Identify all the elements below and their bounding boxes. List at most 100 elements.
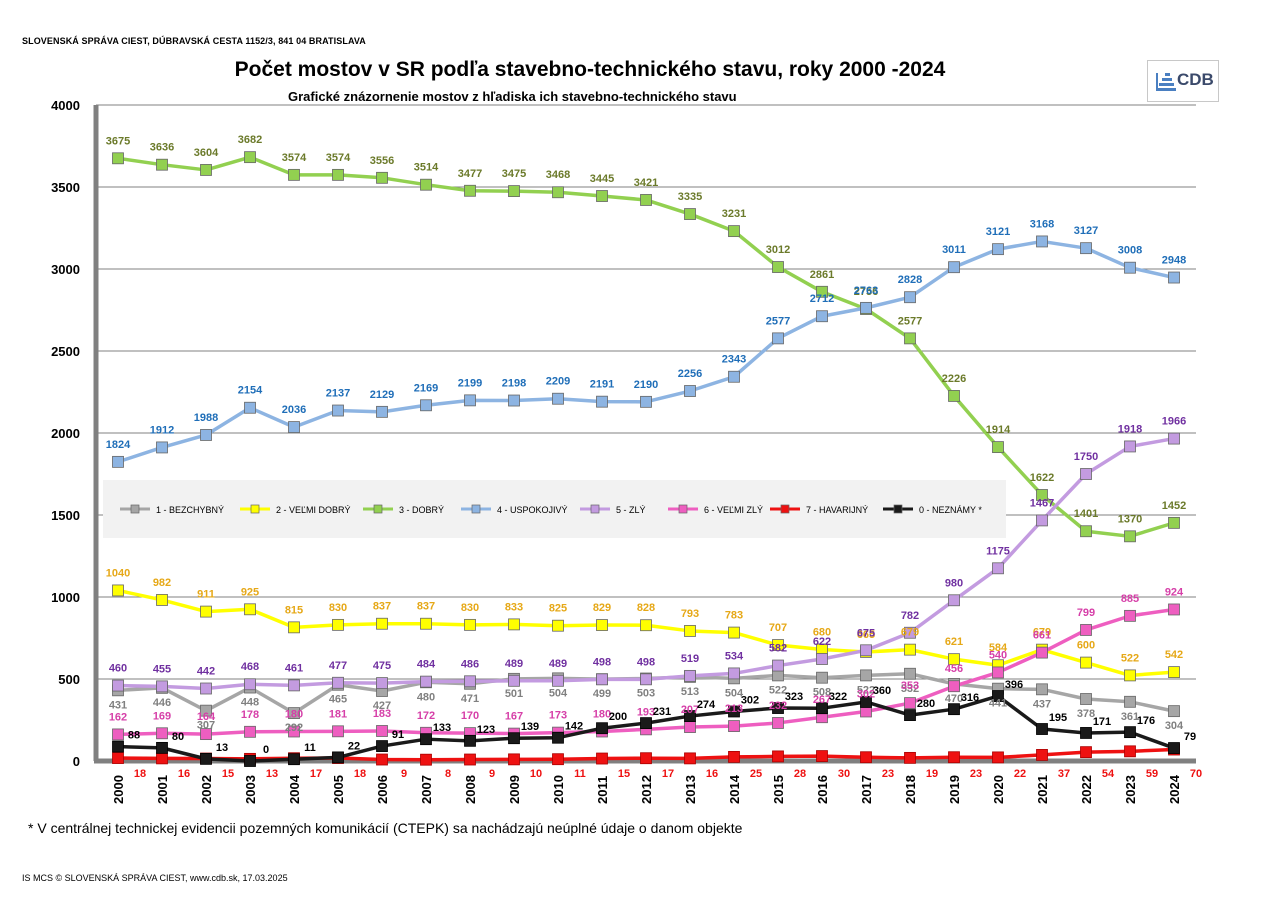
data-point-s3-2023: [1124, 530, 1136, 543]
data-label-s7-2006: 9: [401, 768, 407, 780]
data-label-s6-2019: 456: [945, 663, 963, 675]
data-point-s3-2010: [552, 186, 564, 199]
data-label-s5-2000: 460: [109, 663, 127, 675]
data-point-s8-2014: [728, 705, 740, 718]
data-label-s6-2009: 167: [505, 711, 523, 723]
data-label-s2-2002: 911: [197, 589, 215, 601]
data-label-s8-2011: 200: [609, 711, 627, 723]
data-point-s2-2018: [904, 643, 916, 656]
data-label-s2-2007: 837: [417, 601, 435, 613]
data-point-s1-2017: [860, 669, 872, 682]
data-label-s1-2021: 437: [1033, 698, 1051, 710]
data-label-s5-2012: 498: [637, 656, 655, 668]
data-point-s6-2019: [948, 680, 960, 693]
data-label-s8-2006: 91: [392, 729, 404, 741]
data-label-s4-2010: 2209: [546, 376, 570, 388]
data-point-s7-2021: [1036, 749, 1048, 761]
data-label-s6-2012: 193: [637, 706, 655, 718]
data-point-s7-2011: [596, 752, 608, 765]
data-label-s5-2015: 582: [769, 643, 787, 655]
data-label-s5-2002: 442: [197, 666, 215, 678]
data-point-s5-2006: [376, 677, 388, 689]
data-point-s8-2013: [684, 710, 696, 722]
data-label-s7-2023: 59: [1146, 768, 1158, 780]
data-label-s5-2006: 475: [373, 660, 391, 672]
data-point-s6-2004: [288, 725, 300, 738]
data-point-s2-2015: [772, 639, 784, 651]
x-tick-label-2005: 2005: [331, 775, 346, 804]
data-point-s5-2003: [244, 678, 256, 691]
data-label-s7-2018: 19: [926, 768, 938, 780]
legend-marker-2: [250, 504, 260, 514]
data-label-s3-2004: 3574: [282, 152, 307, 164]
data-label-s1-2022: 378: [1077, 708, 1095, 720]
data-label-s6-2020: 540: [989, 649, 1007, 661]
footnote: * V centrálnej technickej evidencii poze…: [28, 820, 743, 836]
data-label-s2-2013: 793: [681, 608, 699, 620]
series-line-4: [117, 239, 1175, 464]
data-label-s1-2012: 503: [637, 688, 655, 700]
data-point-s6-2005: [332, 725, 344, 738]
data-label-s5-2008: 486: [461, 658, 479, 670]
data-point-s5-2021: [1036, 514, 1048, 527]
data-point-s1-2015: [772, 669, 784, 682]
data-label-s1-2018: 532: [901, 683, 919, 695]
data-label-s7-2013: 16: [706, 768, 718, 780]
data-point-s6-2020: [992, 666, 1004, 679]
data-label-s5-2022: 1750: [1074, 451, 1098, 463]
series-line-3: [117, 155, 1175, 539]
data-label-s1-2011: 499: [593, 688, 611, 700]
data-point-s4-2005: [332, 404, 344, 417]
data-label-s8-2012: 231: [653, 706, 671, 718]
data-label-s3-2002: 3604: [194, 147, 219, 159]
data-label-s1-2010: 504: [549, 687, 568, 699]
y-tick-label-2500: 2500: [51, 344, 80, 359]
data-point-s2-2003: [244, 603, 256, 616]
data-label-s7-2002: 15: [222, 768, 234, 780]
legend-marker-7: [780, 504, 790, 514]
data-point-s7-2007: [420, 753, 432, 766]
data-label-s5-2005: 477: [329, 660, 347, 672]
data-label-s8-2023: 176: [1137, 715, 1155, 727]
data-label-s3-2013: 3335: [678, 191, 702, 203]
data-point-s1-2002: [200, 704, 212, 717]
data-label-s8-2019: 316: [961, 692, 979, 704]
data-point-s8-2019: [948, 703, 960, 716]
data-point-s8-2007: [420, 733, 432, 746]
data-point-s7-2023: [1124, 745, 1136, 758]
data-point-s7-2010: [552, 753, 564, 766]
data-label-s8-2020: 396: [1005, 679, 1023, 691]
data-label-s4-2020: 3121: [986, 226, 1010, 238]
data-label-s3-2014: 3231: [722, 208, 746, 220]
x-tick-label-2012: 2012: [639, 775, 654, 804]
data-label-s5-2013: 519: [681, 653, 699, 665]
data-label-s4-2002: 1988: [194, 412, 218, 424]
data-label-s4-2007: 2169: [414, 382, 438, 394]
data-point-s2-2023: [1124, 669, 1136, 682]
data-label-s3-2024: 1452: [1162, 500, 1186, 512]
data-label-s8-2007: 133: [433, 722, 451, 734]
data-label-s1-2024: 304: [1165, 720, 1184, 732]
data-point-s7-2013: [684, 752, 696, 765]
x-tick-label-2006: 2006: [375, 775, 390, 804]
data-point-s4-2016: [816, 310, 828, 323]
data-label-s2-2015: 707: [769, 622, 787, 634]
data-point-s4-2021: [1036, 235, 1048, 248]
data-label-s4-2009: 2198: [502, 378, 526, 390]
data-label-s7-2008: 9: [489, 768, 495, 780]
data-point-s1-2021: [1036, 683, 1048, 696]
data-label-s4-2021: 3168: [1030, 218, 1054, 230]
data-point-s5-2001: [156, 680, 168, 693]
data-label-s1-2023: 361: [1121, 711, 1139, 723]
x-tick-label-2023: 2023: [1123, 775, 1138, 804]
data-label-s4-2006: 2129: [370, 389, 394, 401]
legend-marker-5: [590, 504, 600, 514]
data-point-s6-2024: [1168, 603, 1180, 616]
data-point-s6-2015: [772, 717, 784, 729]
data-point-s4-2019: [948, 261, 960, 274]
data-label-s6-2015: 232: [769, 700, 787, 712]
data-point-s4-2013: [684, 385, 696, 397]
data-label-s4-2023: 3008: [1118, 245, 1142, 257]
data-point-s1-2023: [1124, 695, 1136, 708]
data-point-s1-2018: [904, 667, 916, 680]
